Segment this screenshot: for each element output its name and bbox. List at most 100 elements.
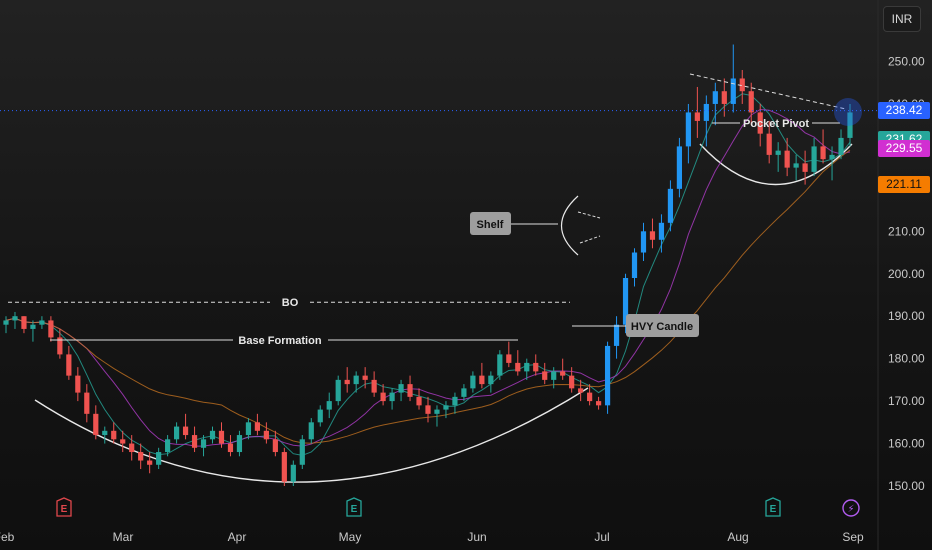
candle-body <box>335 379 341 402</box>
y-tick-label: 180.00 <box>888 352 925 366</box>
candle-body <box>452 396 458 406</box>
annotations: BO Base Formation Shelf HVY Candle Pocket Pi… <box>0 73 878 347</box>
candle-body <box>407 384 413 397</box>
earnings-icon <box>56 497 72 517</box>
candle-body <box>739 78 745 92</box>
candle-body <box>263 430 269 440</box>
x-tick-label: May <box>339 530 362 544</box>
candle-body <box>389 392 395 402</box>
candle-body <box>398 384 404 393</box>
x-tick-label: Sep <box>842 530 864 544</box>
candle-body <box>479 375 485 385</box>
candle-body <box>200 439 207 448</box>
candle-body <box>326 401 332 410</box>
candle-body <box>622 277 629 325</box>
candle-body <box>308 422 314 440</box>
earnings-icon <box>346 497 362 517</box>
candle-body <box>506 354 512 363</box>
candle-body <box>129 443 135 453</box>
earnings-icon <box>765 497 781 517</box>
candle-body <box>820 146 826 160</box>
candle-body <box>344 379 350 385</box>
candle-body <box>93 413 99 436</box>
candle-body <box>380 392 386 402</box>
candle-body <box>649 231 656 240</box>
candle-body <box>488 375 494 385</box>
y-tick-label: 160.00 <box>888 437 925 451</box>
candle-body <box>578 388 584 393</box>
candle-body <box>470 375 476 389</box>
candle-body <box>847 112 853 138</box>
candle-body <box>631 252 638 278</box>
y-tick-label: 170.00 <box>888 394 925 408</box>
candle-body <box>111 430 117 440</box>
candle-body <box>443 405 449 410</box>
event-marker[interactable]: ⚡ <box>842 499 860 517</box>
earnings-letter: E <box>61 504 68 515</box>
candle-body <box>838 137 844 155</box>
candle-body <box>425 405 431 414</box>
dividend-icon <box>842 499 860 517</box>
candle-body <box>173 426 180 440</box>
candle-body <box>236 435 243 453</box>
candle-body <box>434 409 440 414</box>
candle-body <box>416 396 422 406</box>
candle-body <box>515 362 521 372</box>
price-badge: 221.11 <box>878 175 930 193</box>
hvy-candle-box <box>626 314 699 337</box>
candle-body <box>757 112 763 134</box>
candle-body <box>48 320 54 338</box>
event-marker[interactable]: E <box>56 497 72 517</box>
candle-body <box>694 112 700 121</box>
candle-body <box>209 430 216 440</box>
price-badge: 238.42 <box>878 102 930 120</box>
candle-body <box>3 320 9 325</box>
x-tick-label: Mar <box>113 530 134 544</box>
candle-body <box>524 362 530 372</box>
base-formation-label: Base Formation <box>238 335 321 347</box>
candle-body <box>182 426 189 436</box>
currency-selector[interactable]: INR <box>883 6 921 32</box>
price-badge: 229.55 <box>878 139 930 157</box>
earnings-letter: E <box>351 504 358 515</box>
candle-body <box>12 316 18 321</box>
x-tick-label: Aug <box>727 530 748 544</box>
current-price-highlight <box>834 98 862 126</box>
candle-body <box>30 324 36 329</box>
candle-body <box>290 464 296 482</box>
x-tick-label: Feb <box>0 530 15 544</box>
candle-body <box>793 163 799 168</box>
pocket-cup-curve <box>699 143 853 186</box>
candle-body <box>57 337 63 355</box>
candle-body <box>533 362 539 372</box>
candle-body <box>317 409 323 423</box>
candle-body <box>569 375 575 389</box>
candle-body <box>147 460 153 465</box>
candle-body <box>784 150 790 168</box>
candle-body <box>676 146 683 189</box>
candle-body <box>191 435 198 448</box>
event-marker[interactable]: E <box>765 497 781 517</box>
candle-body <box>299 439 305 465</box>
candle-body <box>165 439 171 453</box>
candle-body <box>685 112 691 147</box>
candle-body <box>604 345 611 406</box>
candle-body <box>542 371 548 380</box>
price-axis: 150.00 160.00 170.00 180.00 190.00 200.00 210.… <box>888 55 925 494</box>
candle-body <box>371 379 377 393</box>
event-marker[interactable]: E <box>346 497 362 517</box>
candle-body <box>227 443 234 453</box>
candle-body <box>461 388 467 397</box>
candle-body <box>595 401 602 406</box>
resistance-trendline <box>689 73 847 110</box>
x-tick-label: Jul <box>594 530 609 544</box>
candle-body <box>802 163 808 172</box>
candle-body <box>811 146 817 172</box>
shelf-top-dash <box>577 211 601 219</box>
candle-body <box>748 91 754 113</box>
y-tick-label: 150.00 <box>888 479 925 493</box>
candle-body <box>730 78 736 104</box>
candle-body <box>39 320 45 325</box>
event-markers[interactable]: E E E ⚡ <box>56 497 860 517</box>
